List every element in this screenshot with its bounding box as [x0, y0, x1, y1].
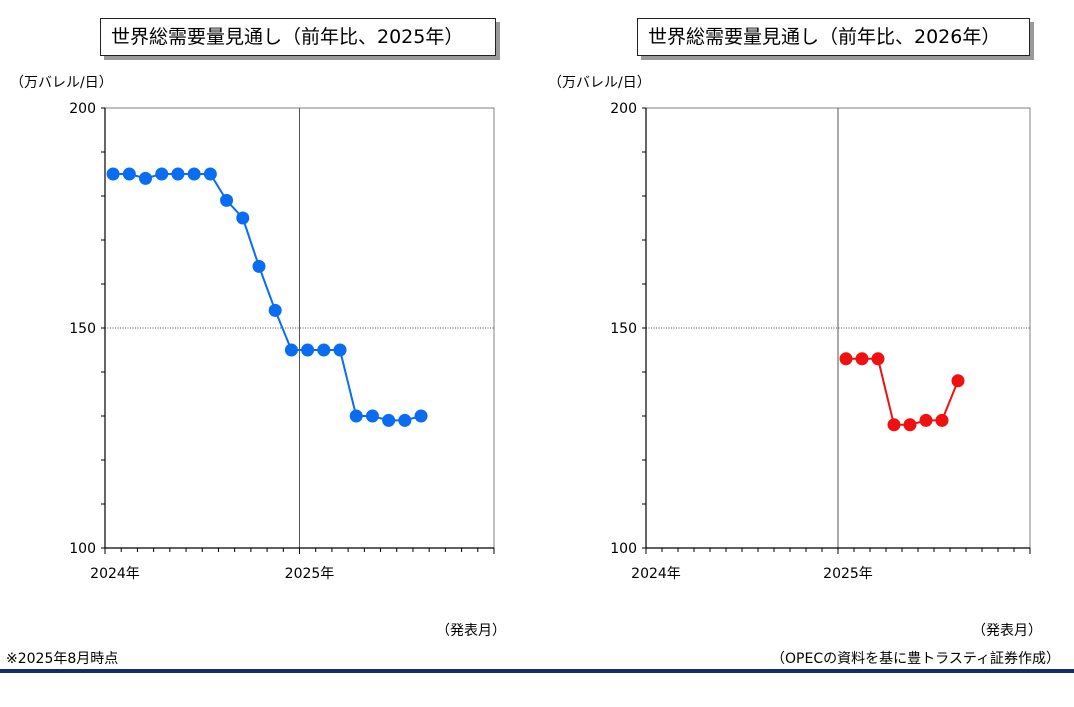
data-point — [284, 343, 298, 357]
data-point — [839, 352, 853, 366]
data-point — [935, 413, 949, 427]
y-tick-label: 200 — [69, 101, 96, 117]
data-point — [155, 167, 169, 181]
data-point — [171, 167, 185, 181]
data-point — [365, 409, 379, 423]
data-point — [268, 303, 282, 317]
data-point — [220, 193, 234, 207]
y-tick-label: 100 — [610, 541, 637, 557]
data-point — [903, 418, 917, 432]
y-tick-label: 150 — [610, 321, 637, 337]
x-axis-label-right: （発表月） — [972, 623, 1042, 639]
x-tick-label: 2025年 — [285, 566, 335, 582]
y-tick-label: 100 — [69, 541, 96, 557]
data-point — [349, 409, 363, 423]
chart-2025: 100 150 200 2024年 2025年 — [69, 101, 495, 582]
data-point — [414, 409, 428, 423]
y-axis-unit-right: （万バレル/日） — [548, 75, 651, 91]
data-point — [203, 167, 217, 181]
footnote: ※2025年8月時点 — [6, 651, 119, 667]
x-axis-label-left: （発表月） — [436, 623, 506, 639]
y-tick-label: 200 — [610, 101, 637, 117]
data-point — [301, 343, 315, 357]
data-point — [919, 413, 933, 427]
data-point — [333, 343, 347, 357]
data-point — [252, 259, 266, 273]
chart-title-2026: 世界総需要量見通し（前年比、2026年） — [637, 18, 1030, 56]
x-tick-label: 2025年 — [823, 566, 873, 582]
data-point — [236, 211, 250, 225]
source-note: （OPECの資料を基に豊トラスティ証券作成） — [771, 651, 1060, 667]
x-tick-label: 2024年 — [90, 566, 140, 582]
x-tick-label: 2024年 — [631, 566, 681, 582]
data-point — [382, 413, 396, 427]
chart-2026: 100 150 200 2024年 2025年 — [610, 101, 1031, 582]
data-point — [106, 167, 120, 181]
y-axis-unit-left: （万バレル/日） — [10, 75, 113, 91]
data-point — [187, 167, 201, 181]
data-point — [317, 343, 331, 357]
data-point — [887, 418, 901, 432]
y-tick-label: 150 — [69, 321, 96, 337]
data-point — [398, 413, 412, 427]
footer-rule — [0, 669, 1074, 673]
data-point — [139, 171, 153, 185]
data-point — [871, 352, 885, 366]
data-point — [122, 167, 136, 181]
data-point — [951, 374, 965, 388]
chart-title-2025: 世界総需要量見通し（前年比、2025年） — [100, 18, 496, 56]
data-point — [855, 352, 869, 366]
